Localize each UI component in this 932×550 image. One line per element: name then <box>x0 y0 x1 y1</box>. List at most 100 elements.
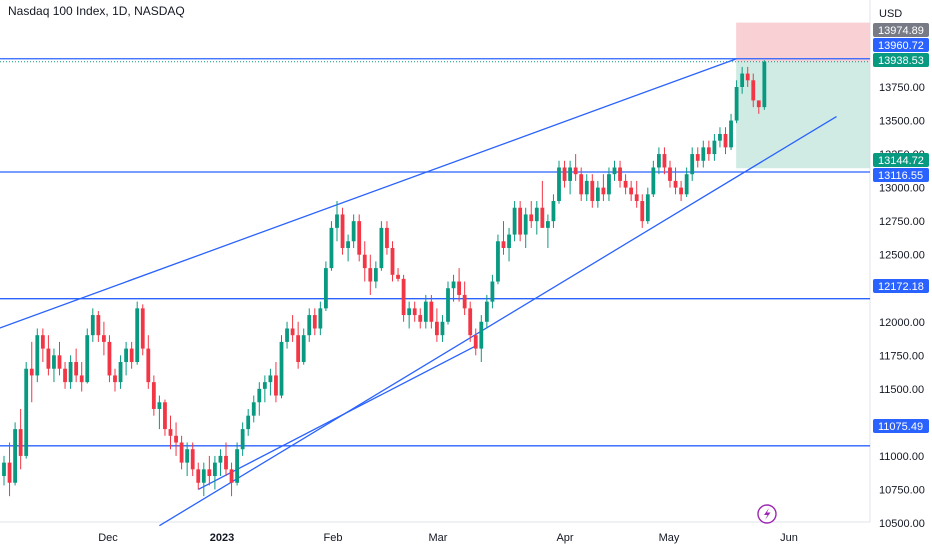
candle-body[interactable] <box>634 194 639 202</box>
candle-body[interactable] <box>24 368 29 456</box>
candle-body[interactable] <box>701 147 706 161</box>
candle-body[interactable] <box>618 167 622 181</box>
candle-body[interactable] <box>440 321 445 336</box>
candle-body[interactable] <box>734 87 739 121</box>
candle-body[interactable] <box>335 214 339 228</box>
candle-body[interactable] <box>401 278 406 316</box>
candle-body[interactable] <box>279 341 284 396</box>
candle-body[interactable] <box>129 348 134 363</box>
candle-body[interactable] <box>651 167 656 195</box>
candle-body[interactable] <box>540 207 545 228</box>
candle-body[interactable] <box>301 335 306 363</box>
candle-body[interactable] <box>507 234 511 248</box>
candle-body[interactable] <box>90 315 95 336</box>
candle-body[interactable] <box>7 462 12 483</box>
candle-body[interactable] <box>479 321 484 349</box>
candle-body[interactable] <box>451 281 456 289</box>
candle-body[interactable] <box>501 241 506 248</box>
candle-body[interactable] <box>107 341 112 376</box>
candle-body[interactable] <box>423 301 428 322</box>
candle-body[interactable] <box>262 382 267 389</box>
trendline-lower-channel[interactable] <box>159 115 837 527</box>
candle-body[interactable] <box>329 227 334 269</box>
candle-body[interactable] <box>52 355 56 369</box>
candle-body[interactable] <box>662 154 667 168</box>
candle-body[interactable] <box>601 187 606 195</box>
candle-body[interactable] <box>290 328 295 336</box>
candle-body[interactable] <box>340 214 345 248</box>
price-tag-13974.89[interactable] <box>873 23 929 37</box>
candle-body[interactable] <box>490 281 495 302</box>
candle-body[interactable] <box>418 315 423 322</box>
candle-body[interactable] <box>379 227 384 269</box>
price-tag-12172.18[interactable] <box>873 279 929 293</box>
candle-body[interactable] <box>468 308 473 336</box>
candle-body[interactable] <box>412 308 417 316</box>
candle-body[interactable] <box>135 308 140 363</box>
candle-body[interactable] <box>346 241 350 248</box>
candle-body[interactable] <box>573 167 578 175</box>
candle-body[interactable] <box>74 362 79 376</box>
candle-body[interactable] <box>190 449 195 470</box>
candle-body[interactable] <box>484 301 489 322</box>
candle-body[interactable] <box>546 221 550 228</box>
candle-body[interactable] <box>457 281 461 295</box>
candle-body[interactable] <box>40 335 45 349</box>
trendline-inner-support[interactable] <box>197 345 477 491</box>
candle-body[interactable] <box>357 221 362 255</box>
candle-body[interactable] <box>762 61 767 108</box>
candle-body[interactable] <box>57 355 62 369</box>
candle-body[interactable] <box>607 174 611 195</box>
candle-body[interactable] <box>351 221 356 242</box>
candle-body[interactable] <box>579 174 584 195</box>
candle-body[interactable] <box>13 429 17 483</box>
candle-body[interactable] <box>373 268 378 282</box>
candle-body[interactable] <box>446 288 450 322</box>
candle-body[interactable] <box>756 100 761 108</box>
candle-body[interactable] <box>285 328 289 342</box>
candle-body[interactable] <box>312 315 317 329</box>
trendline-upper-channel[interactable] <box>0 58 737 329</box>
candle-body[interactable] <box>668 167 672 181</box>
candle-body[interactable] <box>124 348 128 363</box>
candle-body[interactable] <box>729 120 733 148</box>
candle-body[interactable] <box>523 214 528 235</box>
candle-body[interactable] <box>168 429 173 436</box>
candle-body[interactable] <box>18 429 23 456</box>
candle-body[interactable] <box>201 469 206 483</box>
candle-body[interactable] <box>496 241 500 282</box>
candle-body[interactable] <box>657 154 661 168</box>
candle-body[interactable] <box>174 435 178 443</box>
candle-body[interactable] <box>629 187 634 195</box>
candle-body[interactable] <box>35 335 40 376</box>
candle-body[interactable] <box>218 455 223 463</box>
candle-body[interactable] <box>196 469 201 483</box>
candle-body[interactable] <box>385 227 389 248</box>
candle-body[interactable] <box>562 167 567 181</box>
candle-body[interactable] <box>518 207 523 235</box>
candle-body[interactable] <box>462 294 467 309</box>
candle-body[interactable] <box>529 214 534 222</box>
candle-body[interactable] <box>246 415 251 430</box>
candle-body[interactable] <box>740 73 745 87</box>
candle-body[interactable] <box>229 469 234 483</box>
candle-body[interactable] <box>673 180 678 188</box>
candle-body[interactable] <box>551 201 556 222</box>
price-tag-11075.49[interactable] <box>873 419 929 433</box>
candle-body[interactable] <box>46 348 51 369</box>
candle-body[interactable] <box>568 167 572 181</box>
candle-body[interactable] <box>257 388 262 403</box>
candle-body[interactable] <box>534 207 539 222</box>
candle-body[interactable] <box>179 442 184 463</box>
candle-body[interactable] <box>213 462 217 477</box>
candle-body[interactable] <box>151 382 156 409</box>
candle-body[interactable] <box>296 335 301 363</box>
candle-body[interactable] <box>157 402 162 409</box>
candle-body[interactable] <box>79 375 84 383</box>
price-tag-13960.72[interactable] <box>873 38 929 52</box>
candle-body[interactable] <box>429 301 434 322</box>
candle-body[interactable] <box>274 375 278 396</box>
candle-body[interactable] <box>590 180 595 202</box>
candle-body[interactable] <box>268 375 273 383</box>
candle-body[interactable] <box>235 449 239 483</box>
